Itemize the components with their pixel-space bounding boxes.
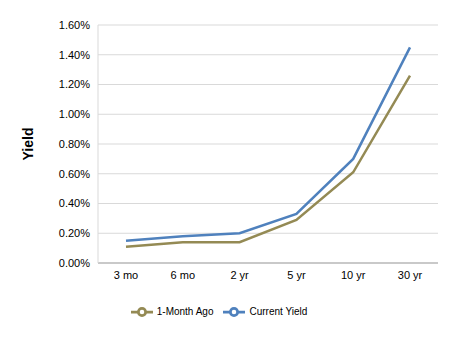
- svg-text:1.60%: 1.60%: [59, 19, 90, 31]
- svg-text:2 yr: 2 yr: [230, 269, 249, 281]
- svg-text:0.00%: 0.00%: [59, 257, 90, 269]
- svg-text:0.40%: 0.40%: [59, 197, 90, 209]
- svg-text:3 mo: 3 mo: [114, 269, 138, 281]
- svg-text:6 mo: 6 mo: [171, 269, 195, 281]
- svg-text:Yield: Yield: [20, 128, 36, 161]
- svg-text:30 yr: 30 yr: [398, 269, 423, 281]
- svg-text:0.80%: 0.80%: [59, 138, 90, 150]
- svg-text:0.60%: 0.60%: [59, 168, 90, 180]
- svg-text:10 yr: 10 yr: [341, 269, 366, 281]
- svg-text:0.20%: 0.20%: [59, 227, 90, 239]
- svg-text:5 yr: 5 yr: [287, 269, 306, 281]
- svg-text:1.00%: 1.00%: [59, 108, 90, 120]
- svg-text:1.40%: 1.40%: [59, 49, 90, 61]
- html-text:1-Month Ago: 1-Month Ago: [156, 305, 214, 317]
- html-text:Current Yield: Current Yield: [249, 305, 308, 317]
- svg-text:1.20%: 1.20%: [59, 78, 90, 90]
